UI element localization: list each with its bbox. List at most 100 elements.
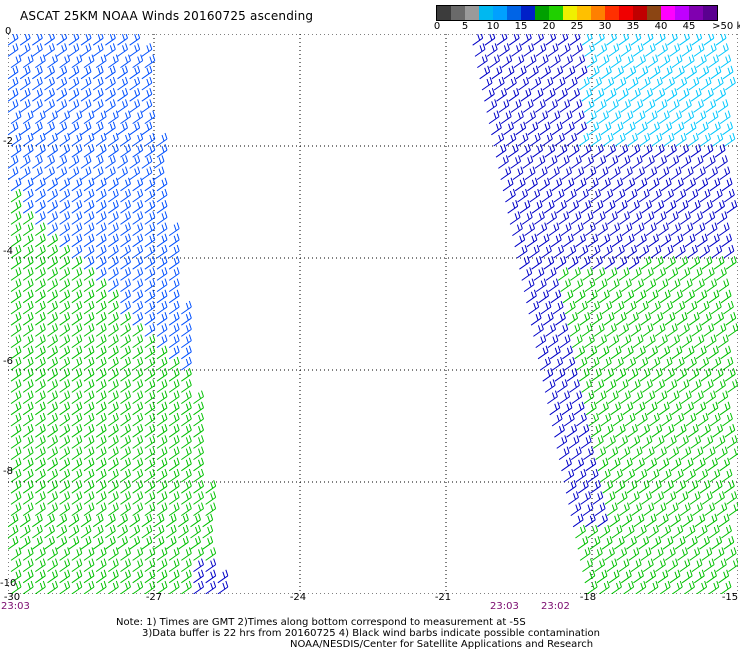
wind-barb: [493, 132, 505, 147]
wind-barb: [44, 513, 55, 528]
wind-barb: [56, 34, 68, 46]
wind-barb: [611, 524, 623, 539]
wind-barb: [714, 200, 726, 214]
wind-barb: [83, 110, 95, 125]
wind-barb: [95, 390, 107, 405]
wind-barb: [59, 345, 71, 360]
wind-barb: [168, 569, 180, 584]
wind-barb: [117, 513, 128, 528]
x-tick-15: -15: [721, 592, 739, 603]
wind-barb: [92, 76, 104, 91]
wind-barb: [181, 412, 192, 427]
wind-barb: [614, 244, 625, 259]
wind-barb: [712, 424, 724, 438]
wind-barb: [554, 132, 566, 147]
wind-barb: [168, 580, 180, 594]
wind-barb: [670, 166, 682, 181]
wind-barb: [108, 435, 119, 449]
wind-barb: [71, 547, 83, 561]
wind-barb: [22, 446, 34, 461]
wind-barb: [35, 300, 46, 315]
wind-barb: [514, 233, 526, 248]
wind-barb: [713, 547, 725, 561]
wind-barb: [606, 34, 617, 46]
legend-label: 45: [682, 21, 696, 32]
wind-barb: [634, 401, 646, 416]
wind-barb: [156, 401, 168, 416]
wind-barb: [8, 536, 19, 550]
wind-map: [8, 34, 738, 594]
wind-barb: [613, 356, 624, 371]
wind-barb: [675, 132, 687, 147]
wind-barb: [181, 558, 192, 573]
wind-barb: [563, 412, 575, 427]
wind-barb: [120, 54, 131, 69]
wind-barb: [156, 502, 168, 517]
wind-barb: [144, 323, 156, 337]
wind-barb: [71, 580, 83, 594]
wind-barb: [71, 502, 83, 517]
wind-barb: [602, 132, 614, 147]
legend-label: 10: [486, 21, 500, 32]
wind-barb: [132, 211, 144, 225]
wind-barb: [120, 188, 131, 203]
wind-barb: [83, 480, 95, 494]
wind-barb: [10, 412, 22, 427]
wind-barb: [120, 390, 131, 405]
wind-barb: [670, 513, 681, 528]
wind-barb: [132, 177, 144, 192]
wind-barb: [35, 54, 46, 69]
wind-barb: [639, 368, 651, 382]
wind-barb: [654, 88, 666, 102]
wind-barb: [108, 356, 119, 371]
wind-barb: [193, 412, 204, 427]
wind-barb: [718, 278, 730, 293]
wind-barb: [156, 278, 168, 293]
wind-barb: [606, 267, 618, 281]
wind-barb: [586, 580, 598, 594]
wind-barb: [59, 256, 71, 270]
legend-swatch: [465, 6, 479, 20]
wind-barb: [19, 43, 31, 57]
wind-barb: [59, 132, 71, 147]
wind-barb: [697, 412, 709, 427]
wind-barb: [108, 211, 119, 225]
wind-barb: [594, 558, 606, 573]
wind-barb: [22, 480, 34, 494]
wind-barb: [681, 43, 693, 57]
wind-barb: [10, 379, 22, 393]
wind-barb: [724, 132, 736, 147]
wind-barb: [554, 424, 565, 438]
wind-barb: [666, 323, 678, 337]
wind-barb: [144, 256, 156, 270]
wind-barb: [576, 121, 587, 136]
wind-barb: [662, 244, 674, 259]
wind-barb: [644, 334, 656, 349]
wind-barb: [117, 524, 128, 539]
wind-barb: [627, 132, 639, 147]
wind-barb: [624, 177, 636, 192]
wind-barb: [105, 65, 116, 80]
wind-barb: [35, 233, 46, 248]
wind-barb: [68, 524, 80, 539]
wind-barb: [622, 401, 634, 416]
wind-barb: [524, 166, 536, 181]
wind-barb: [725, 312, 737, 326]
map-title: ASCAT 25KM NOAA Winds 20160725 ascending: [20, 9, 314, 23]
wind-barb: [667, 558, 679, 573]
wind-barb: [47, 446, 58, 461]
wind-barb: [637, 356, 649, 371]
wind-barb: [156, 435, 168, 449]
wind-barb: [705, 334, 717, 349]
wind-barb: [181, 480, 192, 494]
wind-barb: [683, 345, 695, 360]
wind-barb: [693, 99, 704, 113]
wind-barb: [591, 312, 603, 326]
wind-barb: [556, 144, 568, 158]
wind-barb: [105, 536, 116, 550]
wind-barb: [679, 558, 691, 573]
wind-barb: [491, 121, 502, 136]
wind-barb: [35, 267, 46, 281]
wind-barb: [71, 424, 83, 438]
wind-barb: [56, 99, 68, 113]
